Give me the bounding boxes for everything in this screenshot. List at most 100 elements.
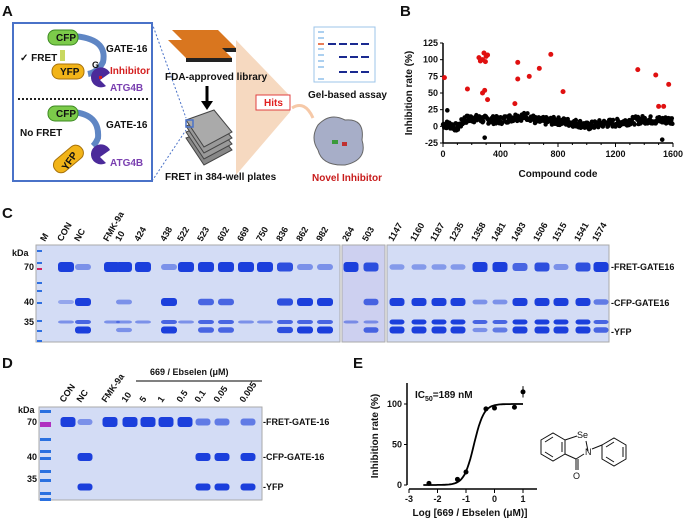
data-point-hit [526, 73, 532, 79]
marker-label: 40 [24, 297, 34, 307]
data-point-baseline [648, 114, 653, 119]
band-label: -CFP-GATE16 [611, 298, 669, 308]
kda-label-d: kDa [18, 405, 36, 415]
y-tick-label: 50 [392, 440, 402, 450]
gel-band [593, 327, 609, 333]
lane-label: NC [72, 226, 87, 243]
data-point [511, 404, 517, 410]
dose-header: 669 / Ebselen (μM) [150, 367, 229, 377]
panel-a: A CFP YFP ✓ FRET GATE-16 G Inhibitor ATG… [2, 3, 387, 184]
lane-label: 5 [137, 394, 148, 404]
data-point [520, 389, 526, 395]
marker-band [40, 438, 51, 441]
gel-band [218, 298, 234, 306]
atg4b-pacman-2 [90, 144, 110, 165]
gel-band [593, 299, 609, 305]
gel-band [553, 319, 569, 325]
y-tick-label: 100 [423, 55, 438, 65]
gel-band [534, 262, 550, 272]
gel-band [161, 298, 177, 306]
data-point-outlier [482, 135, 487, 140]
data-point-hit [515, 76, 521, 82]
ic50-label: IC50=189 nM [415, 390, 473, 403]
lane-label: 1541 [572, 221, 591, 243]
gel-band [492, 299, 508, 305]
gel-band [411, 319, 427, 325]
library-label: FDA-approved library [165, 72, 268, 83]
y-tick-label: 0 [397, 480, 402, 490]
data-point [463, 469, 469, 475]
y-tick-label: 50 [428, 88, 438, 98]
panel-label-a: A [2, 3, 13, 20]
gel-band [58, 300, 74, 304]
band-label: -YFP [611, 327, 632, 337]
data-point-baseline [525, 111, 530, 116]
gel-band [75, 264, 91, 270]
lane-label: 10 [113, 229, 127, 243]
panel-label-d: D [2, 355, 13, 372]
y-tick-label: 75 [428, 71, 438, 81]
gel-band [317, 298, 333, 306]
gel-band [389, 319, 405, 325]
gel-band [195, 453, 211, 461]
data-point-baseline [642, 115, 648, 121]
lane-label: 1515 [550, 221, 569, 243]
lane-label-marker: M [38, 232, 50, 243]
gate16-linker-cleaved [71, 109, 102, 149]
zoom-line [151, 22, 187, 119]
gel-band [363, 320, 379, 324]
data-point-baseline [573, 117, 579, 123]
curved-arrow [291, 104, 315, 119]
data-point [483, 406, 489, 412]
lane-label: CON [55, 221, 74, 243]
atg4b-label-2: ATG4B [110, 158, 143, 169]
gel-band [135, 262, 151, 272]
marker-band [37, 250, 42, 252]
fret-energy-icon [60, 50, 65, 61]
x-tick-label: 1 [520, 494, 525, 504]
data-point-hit [512, 101, 518, 107]
y-tick-label: -25 [425, 138, 438, 148]
data-point-baseline [556, 115, 561, 120]
data-point-baseline [632, 122, 637, 127]
plates-label: FRET in 384-well plates [165, 172, 277, 183]
gel-band [297, 320, 313, 324]
gel-band [317, 326, 333, 334]
kda-label: kDa [12, 248, 30, 258]
yfp-cylinder [51, 63, 85, 80]
x-tick-label: 1200 [605, 149, 625, 159]
gel-band [472, 327, 488, 333]
protein-structure [313, 116, 364, 166]
lane-label: 0.5 [174, 388, 189, 404]
marker-band [40, 479, 51, 482]
gel-band [343, 320, 359, 324]
lane-label: 522 [175, 225, 191, 243]
yfp-label: YFP [60, 67, 80, 78]
gel-band [238, 262, 254, 272]
gel-band [450, 264, 466, 270]
lane-label: 523 [195, 225, 211, 243]
gel-band [158, 417, 174, 427]
x-tick-label: 0 [492, 494, 497, 504]
marker-label: 35 [24, 317, 34, 327]
gel-band [575, 298, 591, 306]
atg4b-label: ATG4B [110, 83, 143, 94]
lane-label: NC [74, 387, 90, 404]
gel-band [116, 320, 132, 324]
gel-band [58, 262, 74, 272]
panel-label-e: E [353, 355, 363, 372]
gel-band [198, 262, 214, 272]
gel-band [343, 262, 359, 272]
x-tick-label: 0 [440, 149, 445, 159]
inhibitor-dot [99, 76, 102, 79]
gel-band [77, 453, 93, 461]
marker-band [37, 330, 42, 332]
data-point-hit [661, 103, 667, 109]
x-axis-label: Compound code [519, 169, 598, 180]
marker-band [40, 410, 51, 413]
marker-band [40, 498, 51, 501]
gel-band [178, 262, 194, 272]
gel-band [593, 320, 609, 324]
